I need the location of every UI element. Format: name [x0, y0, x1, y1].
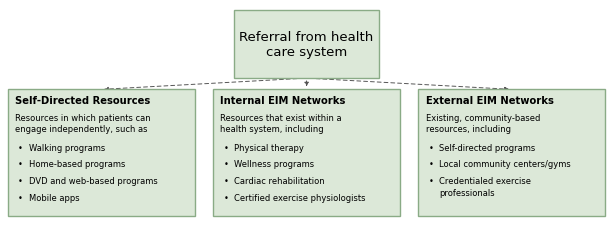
Text: Physical therapy: Physical therapy: [234, 143, 303, 152]
Text: Self-directed programs: Self-directed programs: [440, 143, 536, 152]
FancyBboxPatch shape: [213, 90, 400, 216]
Text: •: •: [224, 177, 228, 186]
Text: Resources that exist within a
health system, including: Resources that exist within a health sys…: [221, 114, 342, 134]
Text: •: •: [429, 177, 433, 186]
Text: Home-based programs: Home-based programs: [29, 160, 125, 169]
Text: •: •: [18, 177, 23, 186]
Text: Credentialed exercise
professionals: Credentialed exercise professionals: [440, 177, 531, 197]
Text: •: •: [224, 143, 228, 152]
Text: •: •: [224, 194, 228, 202]
Text: •: •: [429, 160, 433, 169]
Text: Self-Directed Resources: Self-Directed Resources: [15, 96, 150, 106]
Text: Local community centers/gyms: Local community centers/gyms: [440, 160, 571, 169]
FancyBboxPatch shape: [234, 11, 378, 79]
Text: Walking programs: Walking programs: [29, 143, 105, 152]
Text: Resources in which patients can
engage independently, such as: Resources in which patients can engage i…: [15, 114, 151, 134]
Text: External EIM Networks: External EIM Networks: [425, 96, 554, 106]
Text: •: •: [18, 160, 23, 169]
Text: •: •: [18, 143, 23, 152]
Text: Wellness programs: Wellness programs: [234, 160, 314, 169]
Text: Referral from health
care system: Referral from health care system: [239, 31, 374, 59]
FancyBboxPatch shape: [8, 90, 195, 216]
Text: •: •: [429, 143, 433, 152]
Text: •: •: [224, 160, 228, 169]
Text: Mobile apps: Mobile apps: [29, 194, 79, 202]
Text: •: •: [18, 194, 23, 202]
Text: Internal EIM Networks: Internal EIM Networks: [221, 96, 346, 106]
Text: Cardiac rehabilitation: Cardiac rehabilitation: [234, 177, 324, 186]
Text: Existing, community-based
resources, including: Existing, community-based resources, inc…: [425, 114, 540, 134]
FancyBboxPatch shape: [418, 90, 606, 216]
Text: DVD and web-based programs: DVD and web-based programs: [29, 177, 158, 186]
Text: Certified exercise physiologists: Certified exercise physiologists: [234, 194, 365, 202]
